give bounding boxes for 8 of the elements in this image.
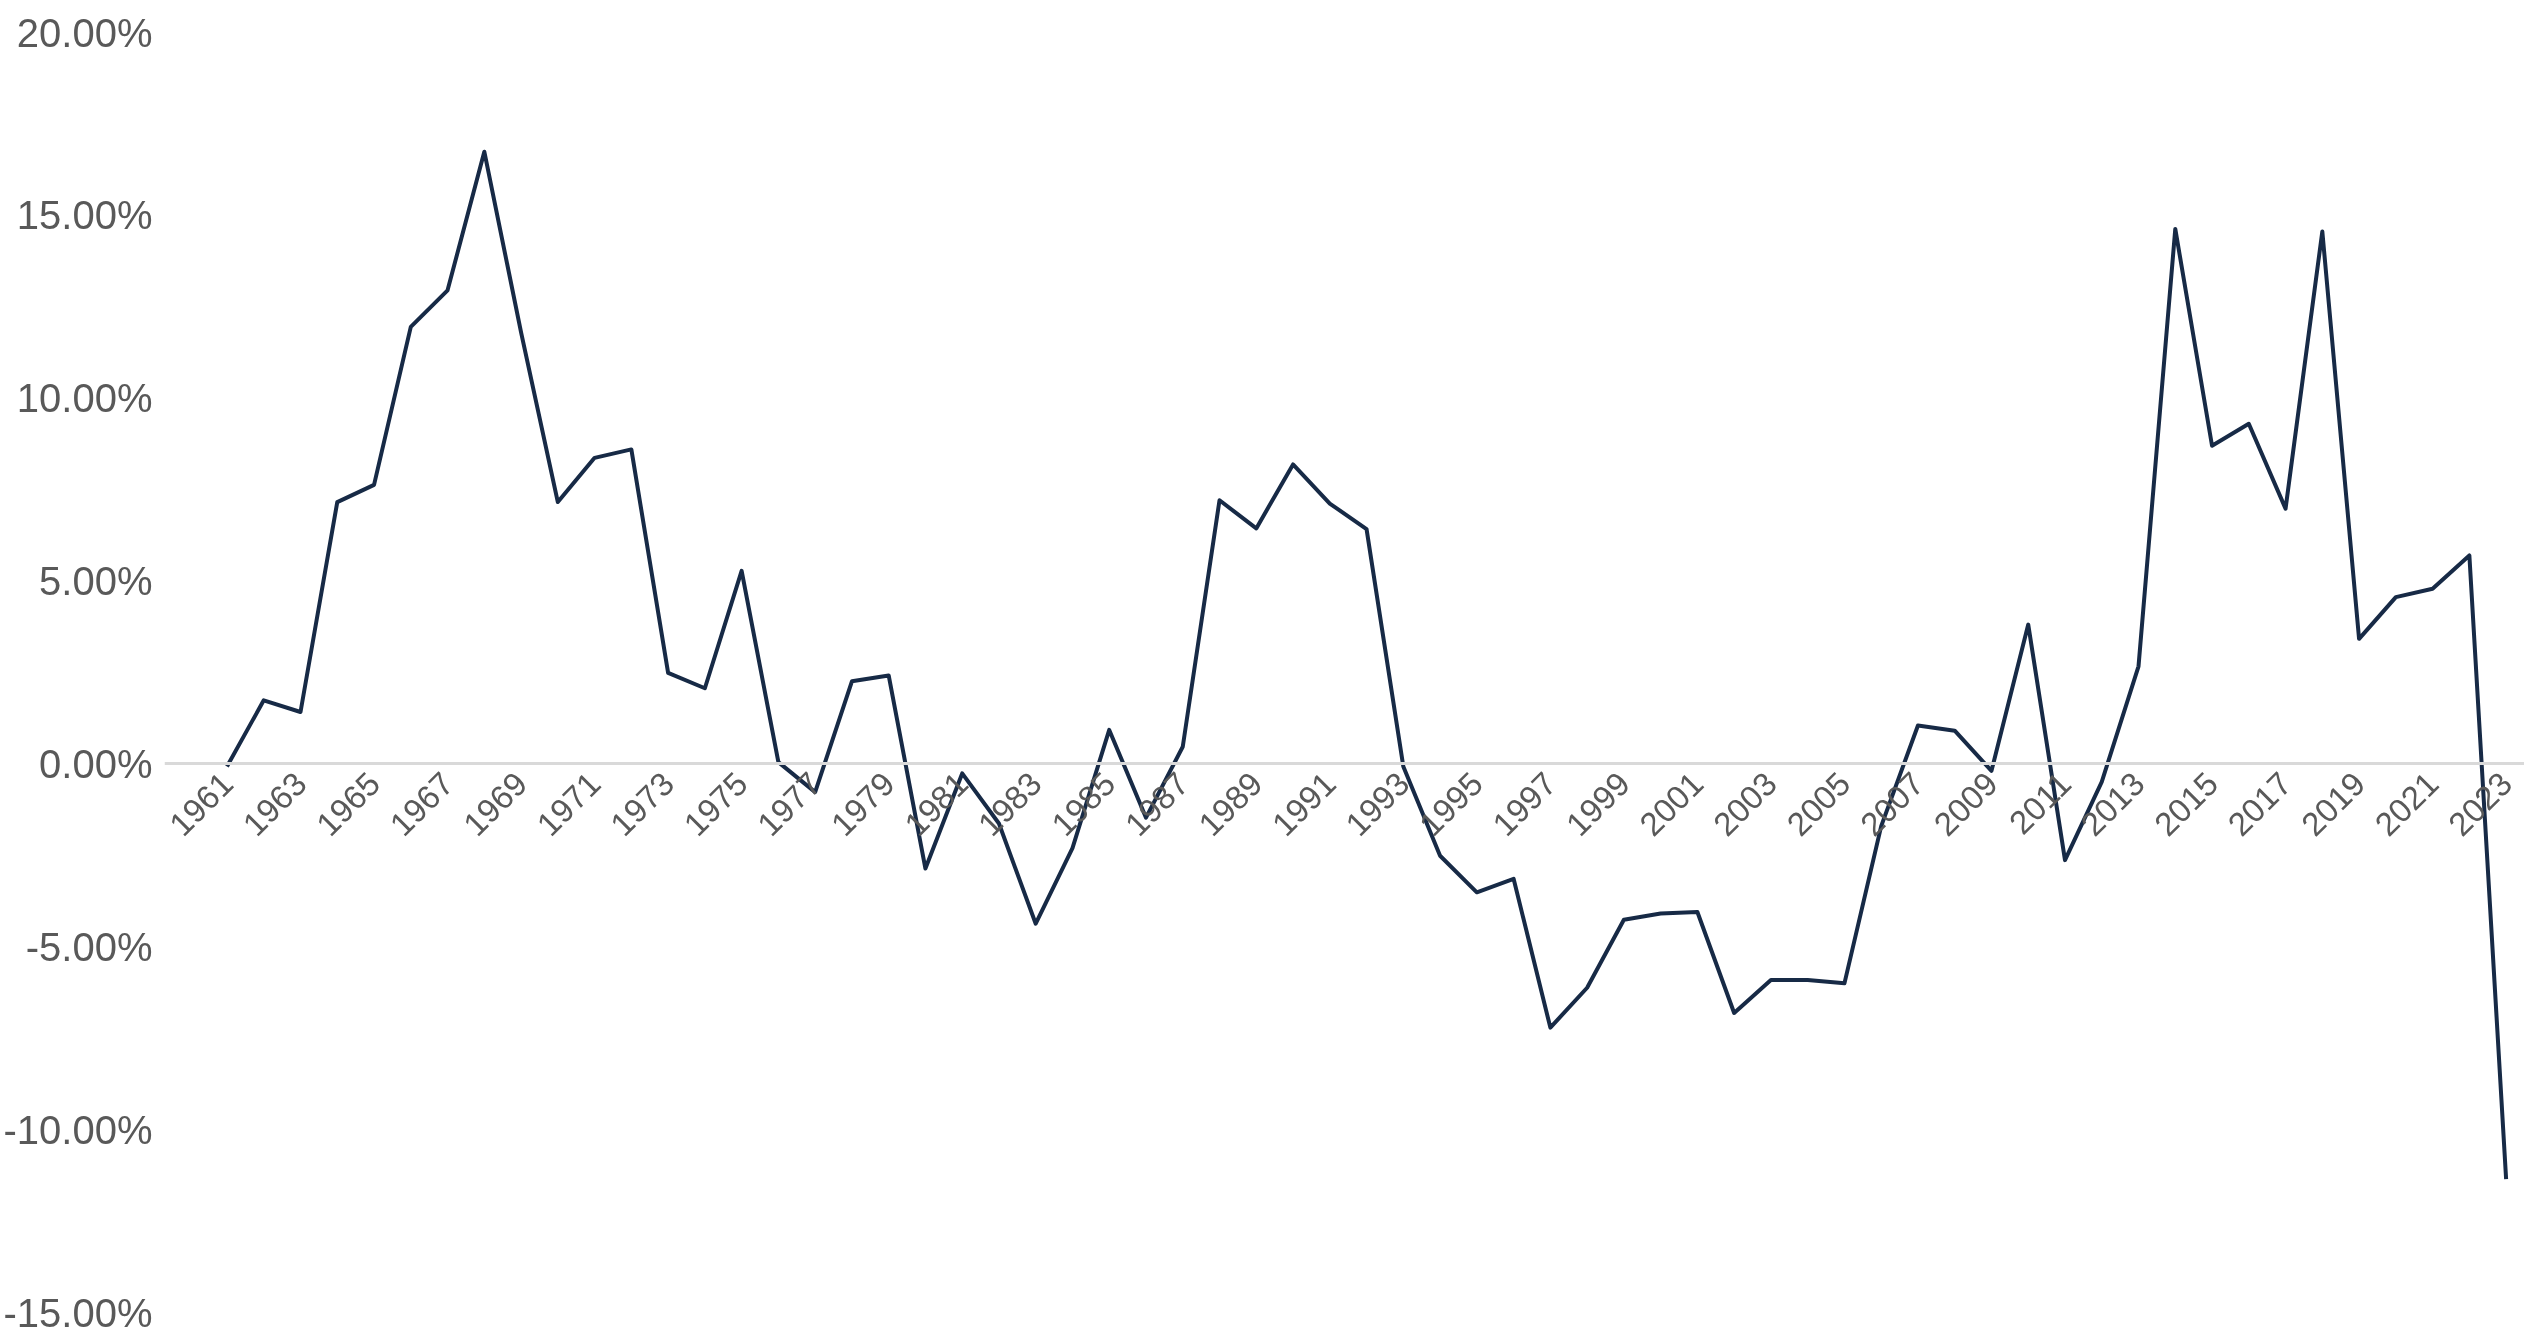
y-tick-label: 15.00% bbox=[16, 193, 153, 238]
y-tick-label: -10.00% bbox=[3, 1107, 153, 1152]
y-tick-label: -5.00% bbox=[25, 924, 153, 969]
y-tick-label: -15.00% bbox=[3, 1290, 153, 1335]
y-tick-label: 5.00% bbox=[39, 559, 153, 604]
y-tick-label: 10.00% bbox=[16, 376, 153, 421]
y-tick-label: 0.00% bbox=[39, 741, 153, 786]
y-tick-label: 20.00% bbox=[16, 10, 153, 55]
